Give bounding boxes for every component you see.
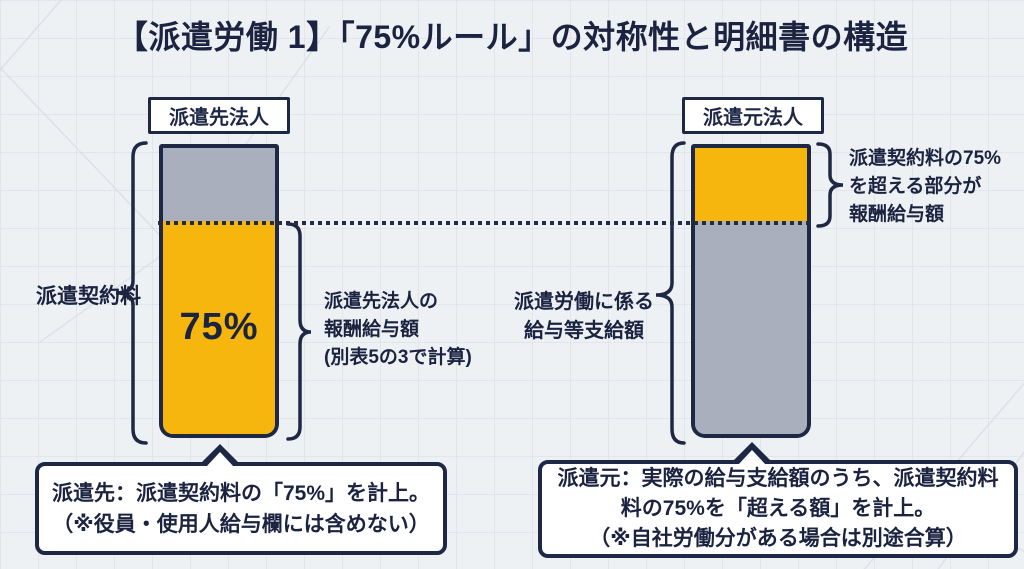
left-entity-box: 派遣先法人: [148, 97, 290, 134]
right-entity-box: 派遣元法人: [682, 97, 824, 134]
right-bar-yellow-segment: [695, 148, 807, 221]
left-bar-yellow-brace: [286, 222, 312, 441]
right-bar-gray-segment: [695, 221, 807, 434]
right-bar-annotation: 派遣契約料の75% を超える部分が 報酬給与額: [849, 148, 1002, 225]
left-callout-pointer-fill: [206, 452, 234, 467]
left-bar: 75%: [159, 144, 279, 438]
right-callout-box: 派遣元：実際の給与支給額のうち、派遣契約料 料の75%を「超える額」を計上。 （…: [538, 460, 1018, 558]
threshold-dotted-line: [158, 221, 814, 225]
contract-fee-label: 派遣契約料: [36, 285, 141, 308]
left-entity-label: 派遣先法人: [169, 107, 269, 129]
left-bar-yellow-segment: 75%: [163, 221, 275, 434]
left-bar-annotation: 派遣先法人の 報酬給与額 (別表5の3で計算): [324, 291, 472, 368]
right-bar: [691, 144, 811, 438]
right-bar-yellow-brace: [816, 142, 844, 228]
left-callout-box: 派遣先：派遣契約料の「75%」を計上。 （※役員・使用人給与欄には含めない）: [35, 462, 447, 555]
middle-annotation: 派遣労働に係る 給与等支給額: [514, 291, 654, 342]
right-callout-pointer-fill: [738, 450, 766, 465]
right-entity-label: 派遣元法人: [703, 107, 803, 129]
left-bar-gray-segment: [163, 148, 275, 221]
left-bar-percent-label: 75%: [179, 306, 259, 348]
page-title: 【派遣労働 1】「75%ルール」の対称性と明細書の構造: [115, 19, 909, 55]
